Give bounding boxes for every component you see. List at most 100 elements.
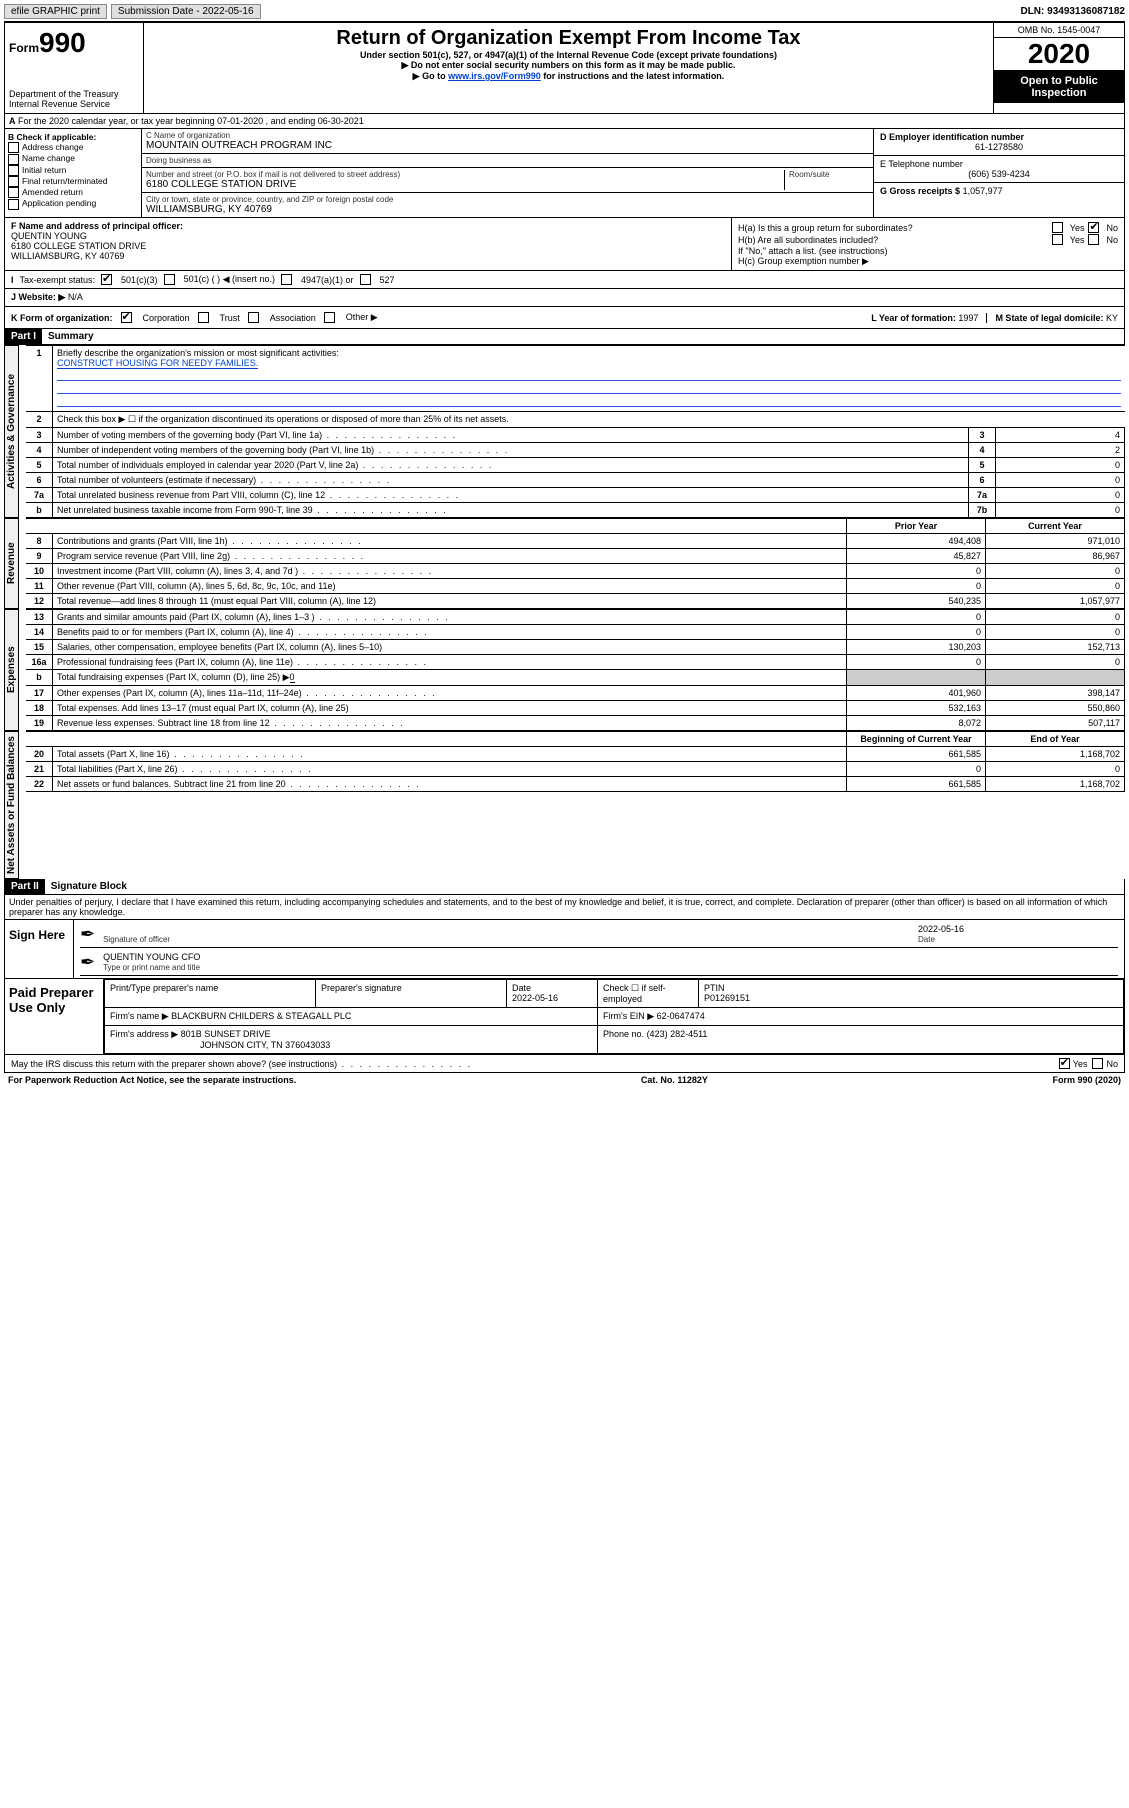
c10: 0 <box>986 564 1125 579</box>
check-501c3[interactable] <box>101 274 112 285</box>
omb-number: OMB No. 1545-0047 <box>994 23 1124 38</box>
expenses-table: 13Grants and similar amounts paid (Part … <box>26 609 1125 731</box>
block-i: I Tax-exempt status: 501(c)(3) 501(c) ( … <box>4 271 1125 289</box>
check-corp[interactable] <box>121 312 132 323</box>
yes-1: Yes <box>1070 223 1085 233</box>
line4-text: Number of independent voting members of … <box>53 443 969 458</box>
preparer-table: Print/Type preparer's name Preparer's si… <box>104 979 1124 1054</box>
opt-4947: 4947(a)(1) or <box>301 275 354 285</box>
check-initial-return[interactable] <box>8 165 19 176</box>
line1-text: Briefly describe the organization's miss… <box>57 348 339 358</box>
print-name-label: Type or print name and title <box>103 963 200 972</box>
no-2: No <box>1106 235 1118 245</box>
phone-value: (606) 539-4234 <box>880 169 1118 179</box>
summary-grid: Activities & Governance 1 Briefly descri… <box>4 345 1125 518</box>
p18: 532,163 <box>847 701 986 716</box>
firm-addr1: 801B SUNSET DRIVE <box>181 1029 271 1039</box>
check-application-pending[interactable] <box>8 199 19 210</box>
sig-date: 2022-05-16 <box>918 924 964 934</box>
officer-name: QUENTIN YOUNG <box>11 231 87 241</box>
ha-label: H(a) Is this a group return for subordin… <box>738 223 913 233</box>
l-label: L Year of formation: <box>871 313 956 323</box>
firm-addr2: JOHNSON CITY, TN 376043033 <box>200 1040 330 1050</box>
e21: 0 <box>986 762 1125 777</box>
preparer-block: Paid Preparer Use Only Print/Type prepar… <box>4 979 1125 1055</box>
efile-button[interactable]: efile GRAPHIC print <box>4 4 107 19</box>
irs-label: Internal Revenue Service <box>9 99 139 109</box>
ha-no[interactable] <box>1088 222 1099 233</box>
expenses-grid: Expenses 13Grants and similar amounts pa… <box>4 609 1125 731</box>
p9: 45,827 <box>847 549 986 564</box>
block-j: J Website: ▶ N/A <box>4 289 1125 307</box>
l20: Total assets (Part X, line 16) <box>53 747 847 762</box>
perjury-text: Under penalties of perjury, I declare th… <box>4 895 1125 920</box>
check-527[interactable] <box>360 274 371 285</box>
c14: 0 <box>986 625 1125 640</box>
open-inspection: Open to Public Inspection <box>994 71 1124 103</box>
discuss-yes[interactable] <box>1059 1058 1070 1069</box>
b-label: B Check if applicable: <box>8 132 96 142</box>
check-4947[interactable] <box>281 274 292 285</box>
check-trust[interactable] <box>198 312 209 323</box>
subtitle-1: Under section 501(c), 527, or 4947(a)(1)… <box>148 50 989 60</box>
c17: 398,147 <box>986 686 1125 701</box>
hdr-end: End of Year <box>986 732 1125 747</box>
opt-amended: Amended return <box>22 187 83 197</box>
tax-year-text: For the 2020 calendar year, or tax year … <box>18 116 364 126</box>
e-label: E Telephone number <box>880 159 963 169</box>
p12: 540,235 <box>847 594 986 609</box>
opt-name-change: Name change <box>22 153 75 163</box>
form990-link[interactable]: www.irs.gov/Form990 <box>448 71 541 81</box>
opt-other: Other ▶ <box>346 312 378 323</box>
check-name-change[interactable] <box>8 154 19 165</box>
form-title: Return of Organization Exempt From Incom… <box>148 27 989 50</box>
hb-yes[interactable] <box>1052 234 1063 245</box>
submission-date-button[interactable]: Submission Date - 2022-05-16 <box>111 4 261 19</box>
col-h: H(a) Is this a group return for subordin… <box>732 218 1124 270</box>
v7b: 0 <box>996 503 1125 518</box>
l22: Net assets or fund balances. Subtract li… <box>53 777 847 792</box>
city-value: WILLIAMSBURG, KY 40769 <box>146 204 869 215</box>
check-other[interactable] <box>324 312 335 323</box>
check-amended[interactable] <box>8 187 19 198</box>
header-left: Form990 Department of the Treasury Inter… <box>5 23 144 113</box>
gross-receipts: 1,057,977 <box>963 186 1003 196</box>
line6-text: Total number of volunteers (estimate if … <box>53 473 969 488</box>
ein-value: 61-1278580 <box>880 142 1118 152</box>
side-revenue: Revenue <box>4 518 19 609</box>
footer: For Paperwork Reduction Act Notice, see … <box>4 1073 1125 1087</box>
k-label: K Form of organization: <box>11 313 113 323</box>
p13: 0 <box>847 610 986 625</box>
block-fh: F Name and address of principal officer:… <box>4 218 1125 271</box>
discuss-yes-lbl: Yes <box>1073 1059 1088 1069</box>
p8: 494,408 <box>847 534 986 549</box>
check-address-change[interactable] <box>8 142 19 153</box>
m-value: KY <box>1106 313 1118 323</box>
mission-text: CONSTRUCT HOUSING FOR NEEDY FAMILIES. <box>57 358 258 369</box>
l17: Other expenses (Part IX, column (A), lin… <box>53 686 847 701</box>
firm-ein-label: Firm's EIN ▶ <box>603 1011 654 1021</box>
p17: 401,960 <box>847 686 986 701</box>
discuss-no[interactable] <box>1092 1058 1103 1069</box>
check-final-return[interactable] <box>8 176 19 187</box>
l16a: Professional fundraising fees (Part IX, … <box>53 655 847 670</box>
opt-initial-return: Initial return <box>22 165 66 175</box>
c16a: 0 <box>986 655 1125 670</box>
footer-right: Form 990 (2020) <box>1052 1075 1121 1085</box>
block-klm: K Form of organization: Corporation Trus… <box>4 307 1125 329</box>
hb-no[interactable] <box>1088 234 1099 245</box>
tax-year: 2020 <box>994 38 1124 71</box>
ha-yes[interactable] <box>1052 222 1063 233</box>
firm-name: BLACKBURN CHILDERS & STEAGALL PLC <box>171 1011 351 1021</box>
opt-501c3: 501(c)(3) <box>121 275 158 285</box>
prep-h3: Date <box>512 983 531 993</box>
check-assoc[interactable] <box>248 312 259 323</box>
summary-table: 1 Briefly describe the organization's mi… <box>26 345 1125 518</box>
form-header: Form990 Department of the Treasury Inter… <box>4 22 1125 114</box>
check-501c[interactable] <box>164 274 175 285</box>
ptin: P01269151 <box>704 993 750 1003</box>
dept-label: Department of the Treasury <box>9 89 139 99</box>
l10: Investment income (Part VIII, column (A)… <box>53 564 847 579</box>
v4: 2 <box>996 443 1125 458</box>
hb-label: H(b) Are all subordinates included? <box>738 235 878 245</box>
